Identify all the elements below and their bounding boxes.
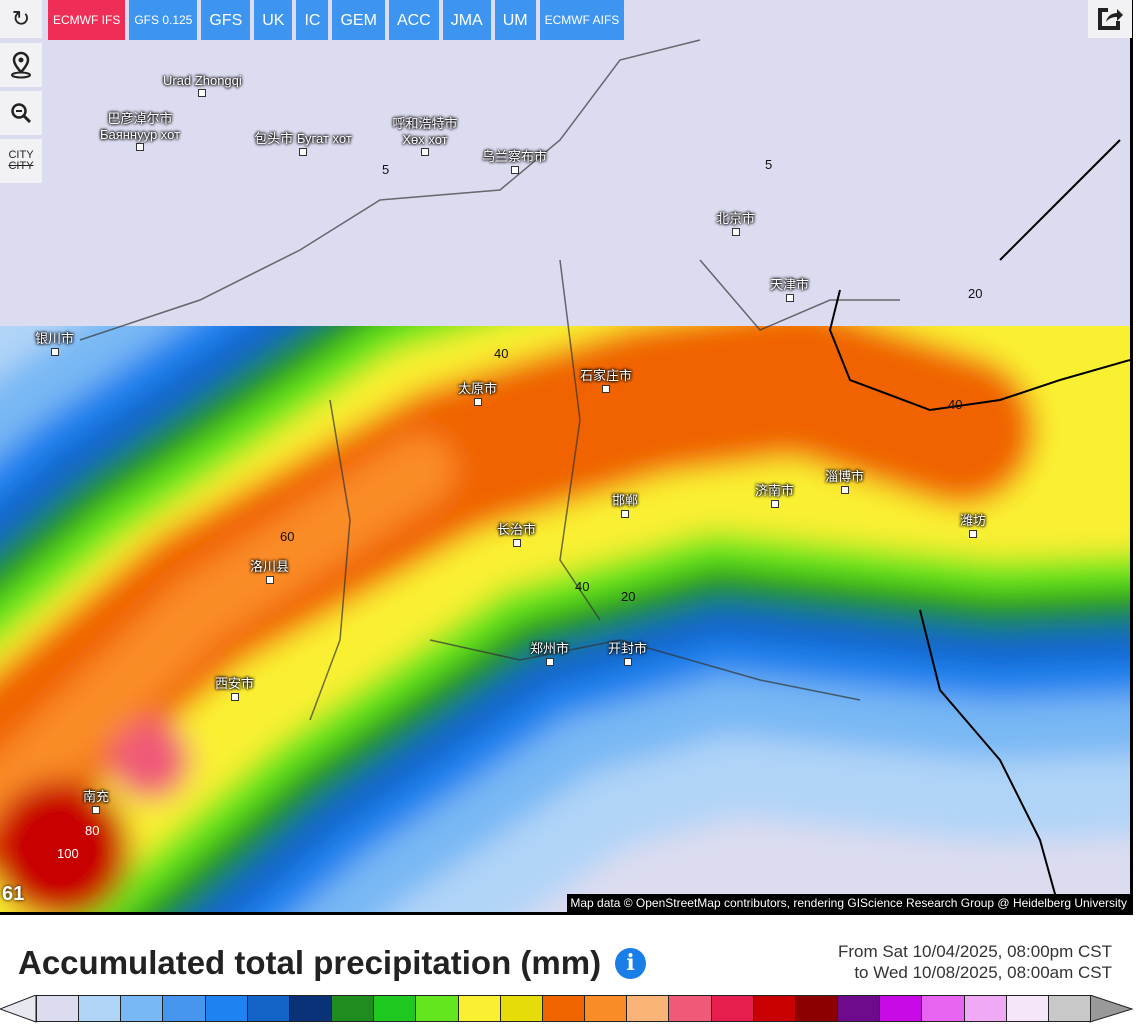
legend-swatch <box>162 995 206 1022</box>
city-label: 乌兰察布市 <box>482 146 547 174</box>
model-selector: ECMWF IFS GFS 0.125 GFS UK IC GEM ACC JM… <box>48 0 625 40</box>
legend-swatch <box>1005 995 1049 1022</box>
refresh-icon: ↻ <box>11 6 31 31</box>
refresh-button[interactable]: ↻ <box>0 0 42 38</box>
city-labels-toggle[interactable]: CITY CITY <box>0 139 42 183</box>
share-icon <box>1098 8 1123 30</box>
legend-swatch <box>921 995 965 1022</box>
model-button-ic[interactable]: IC <box>296 0 329 40</box>
city-label: 巴彦淖尔市 Баяннуур хот <box>95 108 185 151</box>
model-button-jma[interactable]: JMA <box>442 0 491 40</box>
location-button[interactable] <box>0 43 42 87</box>
model-button-uk[interactable]: UK <box>254 0 293 40</box>
legend-swatch <box>963 995 1007 1022</box>
model-button-um[interactable]: UM <box>494 0 536 40</box>
city-label: 石家庄市 <box>580 365 632 393</box>
legend-swatch <box>837 995 881 1022</box>
city-label: 邯郸 <box>612 490 638 518</box>
map-attribution[interactable]: Map data © OpenStreetMap contributors, r… <box>567 894 1130 912</box>
city-label: 呼和浩特市 Хөх хот <box>380 113 470 156</box>
title-row: Accumulated total precipitation (mm) i <box>18 944 647 982</box>
model-button-gfs[interactable]: GFS <box>201 0 251 40</box>
legend-swatch <box>626 995 670 1022</box>
contour-label: 5 <box>765 157 773 172</box>
legend-swatch <box>668 995 712 1022</box>
city-label: 北京市 <box>716 208 755 236</box>
legend-swatch <box>541 995 586 1022</box>
legend-swatch <box>415 995 459 1022</box>
legend-arrow-left <box>0 995 37 1023</box>
legend-swatch <box>288 995 333 1022</box>
contour-label: 20 <box>968 286 983 301</box>
legend-swatch <box>204 995 248 1022</box>
city-label: Urad Zhongqi <box>163 73 242 97</box>
legend-swatch <box>1047 995 1091 1022</box>
city-label: 潍坊 <box>960 510 986 538</box>
share-button[interactable] <box>1088 0 1132 38</box>
contour-label: 20 <box>621 589 636 604</box>
legend-swatch <box>373 995 417 1022</box>
legend-swatch <box>36 995 80 1022</box>
zoom-out-icon <box>11 103 32 124</box>
city-label: 开封市 <box>608 638 647 666</box>
model-button-gem[interactable]: GEM <box>332 0 385 40</box>
legend-swatch <box>879 995 923 1022</box>
time-range-to: to Wed 10/08/2025, 08:00am CST <box>854 963 1112 982</box>
layer-title: Accumulated total precipitation (mm) <box>18 944 602 981</box>
time-range-from: From Sat 10/04/2025, 08:00pm CST <box>837 942 1112 961</box>
weather-map[interactable]: Urad Zhongqi 巴彦淖尔市 Баяннуур хот 包头市 Буга… <box>0 0 1133 915</box>
city-label: 西安市 <box>215 673 254 701</box>
color-legend <box>0 995 1142 1025</box>
contour-label: 40 <box>948 397 963 412</box>
map-pin-icon <box>11 51 31 79</box>
contour-label: 40 <box>494 346 509 361</box>
contour-label: 100 <box>57 846 79 861</box>
city-toggle-label: CITY <box>8 149 34 161</box>
contour-label: 40 <box>575 579 590 594</box>
contour-label: 60 <box>280 529 295 544</box>
city-label: 天津市 <box>770 274 809 302</box>
city-label: 济南市 <box>755 480 794 508</box>
zoom-out-button[interactable] <box>0 91 42 135</box>
legend-swatch <box>78 995 122 1022</box>
city-label: 淄博市 <box>825 466 864 494</box>
time-range: From Sat 10/04/2025, 08:00pm CST to Wed … <box>838 941 1112 983</box>
city-toggle-strike-label: CITY <box>8 160 34 172</box>
model-button-gfs-0125[interactable]: GFS 0.125 <box>129 0 198 40</box>
legend-arrow-right <box>1089 995 1134 1023</box>
city-label: 洛川县 <box>250 556 289 584</box>
city-label: 长治市 <box>497 519 536 547</box>
city-label: 郑州市 <box>530 638 569 666</box>
legend-swatch <box>499 995 543 1022</box>
legend-swatch <box>331 995 375 1022</box>
legend-swatch <box>794 995 839 1022</box>
city-label: 南充 <box>83 786 109 814</box>
city-label: 太原市 <box>458 378 497 406</box>
model-button-ecmwf-aifs[interactable]: ECMWF AIFS <box>539 0 625 40</box>
legend-swatch <box>710 995 754 1022</box>
legend-swatch <box>457 995 501 1022</box>
contour-label: 80 <box>85 823 100 838</box>
precipitation-layer <box>0 0 1130 912</box>
model-button-acc[interactable]: ACC <box>388 0 439 40</box>
info-icon[interactable]: i <box>615 947 647 979</box>
city-label: 银川市 <box>35 328 74 356</box>
legend-swatch <box>752 995 796 1022</box>
model-button-ecmwf-ifs[interactable]: ECMWF IFS <box>48 0 126 40</box>
legend-swatch <box>246 995 290 1022</box>
legend-swatch <box>120 995 164 1022</box>
frame-number: 61 <box>2 883 25 905</box>
city-label: 包头市 Бугат хот <box>248 128 358 156</box>
contour-label: 5 <box>382 162 390 177</box>
legend-swatch <box>584 995 628 1022</box>
